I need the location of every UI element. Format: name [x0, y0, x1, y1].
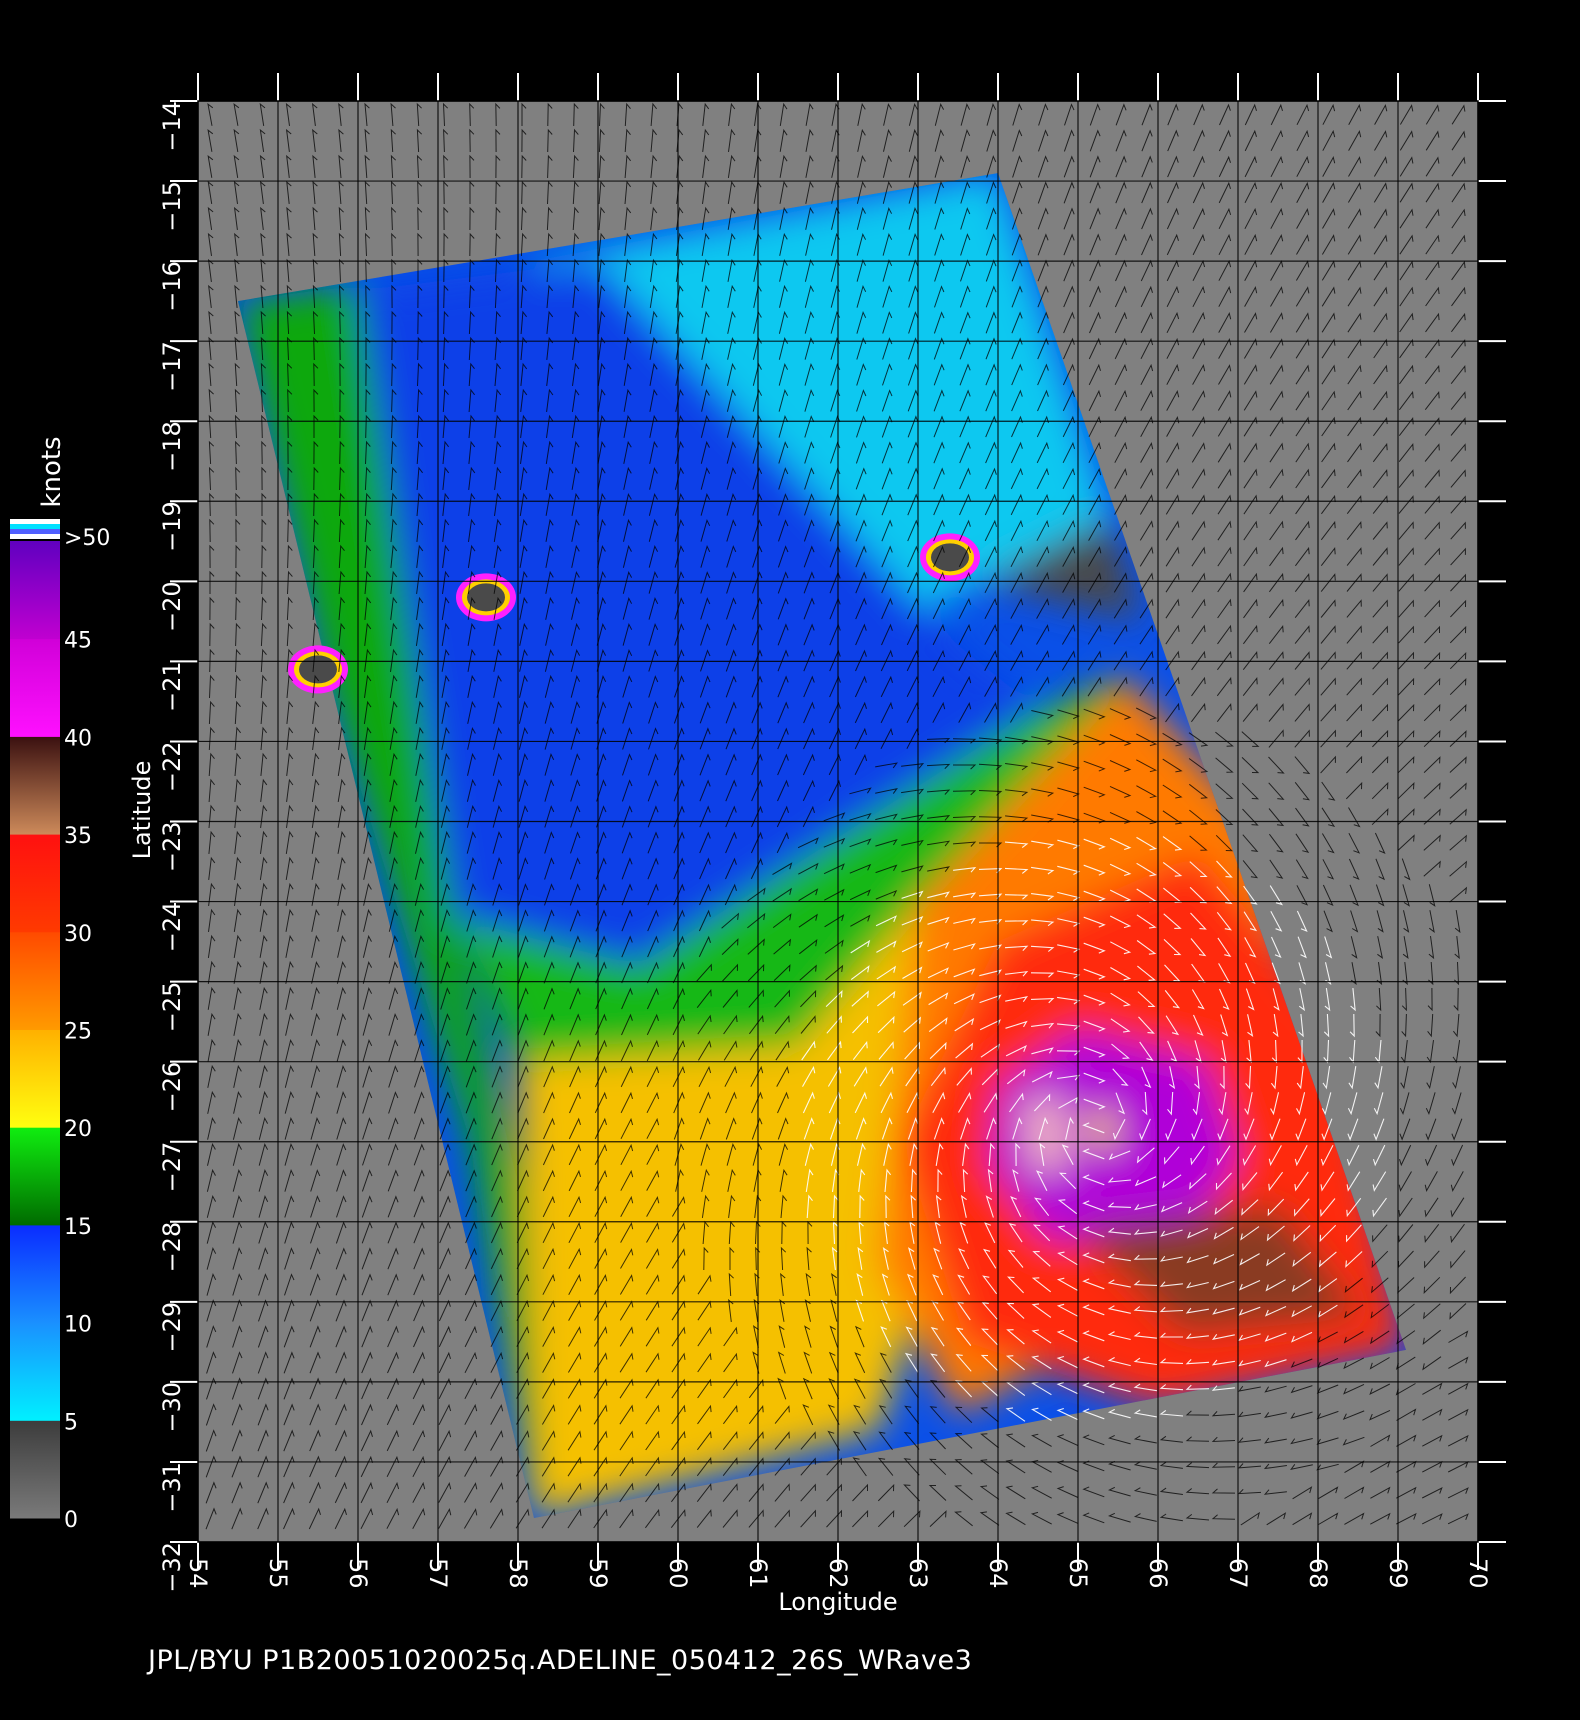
y-tick-label: −18 — [158, 421, 186, 472]
y-axis-title: Latitude — [128, 761, 156, 860]
y-tick-label: −21 — [158, 661, 186, 712]
x-tick-label: 65 — [1064, 1558, 1092, 1589]
y-tick-label: −14 — [158, 101, 186, 152]
x-tick-label: 56 — [344, 1558, 372, 1589]
y-tick-label: −32 — [158, 1542, 186, 1593]
x-tick-label: 68 — [1304, 1558, 1332, 1589]
wind-barbs-light — [801, 836, 1387, 1422]
colorbar-label: 25 — [64, 1020, 92, 1045]
map-plot-area — [198, 101, 1478, 1542]
colorbar-label: 10 — [64, 1313, 92, 1338]
colorbar-label: 35 — [64, 824, 92, 849]
x-tick-label: 54 — [184, 1558, 212, 1589]
x-tick-label: 61 — [744, 1558, 772, 1589]
color-region-green-west — [238, 285, 534, 1519]
y-tick-label: −30 — [158, 1382, 186, 1433]
color-region-eye-light — [1022, 1093, 1070, 1174]
island-1 — [467, 583, 505, 612]
colorbar-band — [10, 638, 60, 737]
x-tick-label: 58 — [504, 1558, 532, 1589]
x-tick-label: 60 — [664, 1558, 692, 1589]
plot-frame — [197, 100, 1479, 1543]
y-tick-label: −16 — [158, 261, 186, 312]
x-tick-label: 63 — [904, 1558, 932, 1589]
lat-lon-grid — [198, 101, 1478, 1542]
colorbar-overflow-stripe — [10, 529, 60, 534]
x-tick-label: 62 — [824, 1558, 852, 1589]
y-tick-label: −28 — [158, 1222, 186, 1273]
colorbar-label: 40 — [64, 726, 92, 751]
y-tick-label: −22 — [158, 741, 186, 792]
x-tick-label: 66 — [1144, 1558, 1172, 1589]
x-tick-label: 55 — [264, 1558, 292, 1589]
x-axis-title: Longitude — [778, 1588, 897, 1616]
y-tick-label: −29 — [158, 1302, 186, 1353]
x-tick-label: 64 — [984, 1558, 1012, 1589]
y-tick-label: −27 — [158, 1142, 186, 1193]
y-tick-label: −25 — [158, 982, 186, 1033]
colorbar-label: >50 — [64, 526, 110, 551]
x-tick-label: 69 — [1384, 1558, 1412, 1589]
colorbar-overflow-stripe — [10, 524, 60, 529]
colorbar-band — [10, 1029, 60, 1128]
colorbar-label: 5 — [64, 1410, 78, 1435]
colorbar-band — [10, 1224, 60, 1324]
color-region-green-mid — [454, 677, 1126, 1062]
color-region-blue-region — [278, 261, 1038, 966]
wind-barbs-dark — [205, 102, 1469, 1530]
colorbar-band — [10, 1420, 60, 1519]
y-tick-label: −20 — [158, 581, 186, 632]
color-region-eye-yellow — [1086, 1109, 1118, 1150]
y-tick-label: −17 — [158, 341, 186, 392]
x-tick-label: 70 — [1464, 1558, 1492, 1589]
y-tick-label: −31 — [158, 1462, 186, 1513]
y-tick-label: −19 — [158, 501, 186, 552]
image-caption: JPL/BYU P1B20051020025q.ADELINE_050412_2… — [148, 1645, 973, 1676]
y-tick-label: −26 — [158, 1062, 186, 1113]
colorbar-legend: >50 45 40 35 30 25 20 15 10 5 0 — [10, 519, 110, 1533]
colorbar-band — [10, 834, 60, 933]
colorbar-band — [10, 1127, 60, 1226]
y-tick-label: −23 — [158, 822, 186, 873]
colorbar-overflow-stripe — [10, 534, 60, 539]
colorbar-band — [10, 736, 60, 835]
colorbar-band — [10, 541, 60, 640]
x-tick-label: 67 — [1224, 1558, 1252, 1589]
wind-barbs — [205, 102, 1469, 1530]
colorbar-label: 0 — [64, 1508, 78, 1533]
y-tick-label: −15 — [158, 181, 186, 232]
x-tick-label: 57 — [424, 1558, 452, 1589]
colorbar-label: 20 — [64, 1117, 92, 1142]
colorbar-label: 15 — [64, 1215, 92, 1240]
colorbar-band — [10, 1322, 60, 1421]
axes: 54 55 56 57 58 59 60 61 62 63 64 65 66 67 68 69 70 −14 −15… — [158, 73, 1506, 1593]
colorbar-overflow-stripe — [10, 519, 60, 524]
y-tick-label: −24 — [158, 902, 186, 953]
colorbar-band — [10, 931, 60, 1030]
island-2 — [299, 655, 337, 684]
colorbar-label: 30 — [64, 922, 92, 947]
colorbar-label: 45 — [64, 629, 92, 654]
x-tick-label: 59 — [584, 1558, 612, 1589]
colorbar-title: knots — [37, 436, 67, 507]
